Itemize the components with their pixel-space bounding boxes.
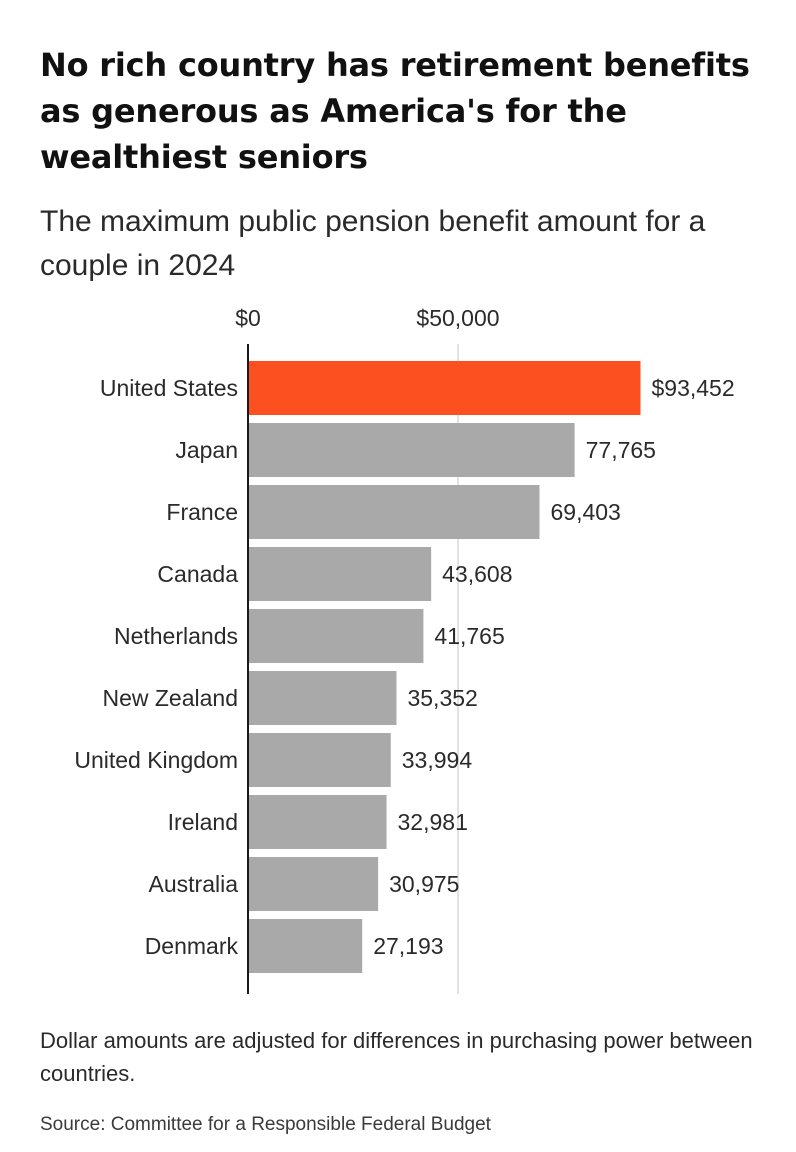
bar — [248, 857, 379, 911]
category-label: Denmark — [145, 933, 239, 959]
bar — [248, 733, 391, 787]
category-label: Japan — [175, 437, 238, 463]
x-tick-label: $50,000 — [416, 305, 499, 331]
value-label: 32,981 — [398, 809, 468, 835]
chart-note: Dollar amounts are adjusted for differen… — [40, 1028, 753, 1086]
bar — [248, 609, 424, 663]
chart-source: Source: Committee for a Responsible Fede… — [40, 1114, 491, 1135]
value-label: 41,765 — [434, 623, 504, 649]
category-label: New Zealand — [102, 685, 238, 711]
bar — [248, 485, 540, 539]
category-label: Netherlands — [114, 623, 238, 649]
category-label: France — [166, 499, 238, 525]
bar — [248, 361, 641, 415]
bar — [248, 547, 432, 601]
bar — [248, 671, 397, 725]
bar — [248, 795, 387, 849]
bar — [248, 919, 363, 973]
value-label: 30,975 — [389, 871, 459, 897]
value-label: 35,352 — [407, 685, 477, 711]
category-label: United Kingdom — [74, 747, 238, 773]
bar-chart: $0 $50,000 United States $93,452 Japan 77,765… — [74, 305, 735, 994]
value-label: 69,403 — [550, 499, 620, 525]
category-label: Canada — [157, 561, 238, 587]
category-label: Ireland — [168, 809, 238, 835]
value-label: 43,608 — [442, 561, 512, 587]
chart-title: No rich country has retirement benefits … — [40, 46, 750, 176]
chart-subtitle: The maximum public pension benefit amoun… — [40, 205, 706, 282]
category-label: United States — [100, 375, 238, 401]
value-label: 33,994 — [402, 747, 473, 773]
value-label: 27,193 — [373, 933, 443, 959]
x-tick-label: $0 — [235, 305, 261, 331]
value-label: 77,765 — [586, 437, 656, 463]
value-label: $93,452 — [651, 375, 734, 401]
bar — [248, 423, 575, 477]
category-label: Australia — [149, 871, 239, 897]
